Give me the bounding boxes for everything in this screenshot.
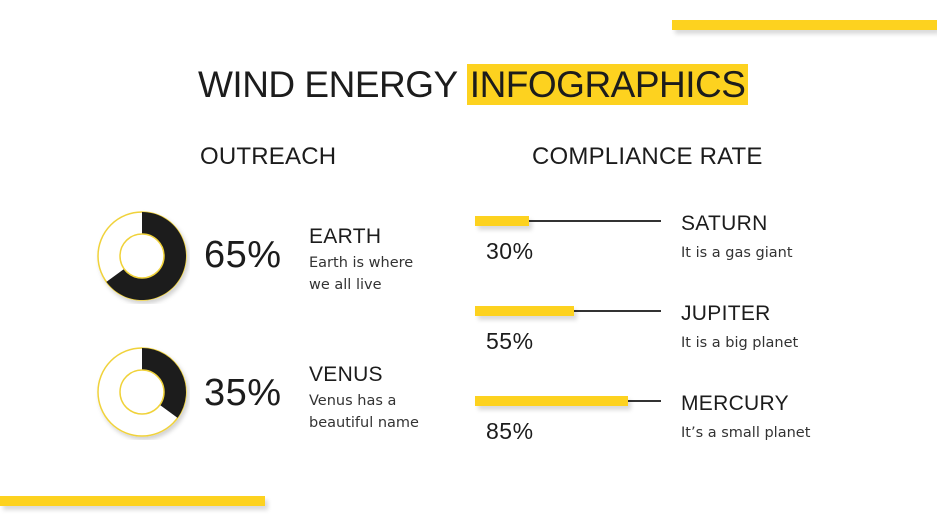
outreach-heading: OUTREACH xyxy=(200,143,337,170)
title-plain: WIND ENERGY xyxy=(198,64,467,105)
outreach-name-venus: VENUS xyxy=(309,363,383,386)
bar-fill-jupiter xyxy=(475,306,574,316)
outreach-desc-earth: Earth is where we all live xyxy=(309,252,413,296)
compliance-heading: COMPLIANCE RATE xyxy=(532,143,763,170)
desc-line: we all live xyxy=(309,277,382,293)
outreach-desc-venus: Venus has a beautiful name xyxy=(309,390,419,434)
donut-venus-svg xyxy=(97,347,187,437)
compliance-percent-saturn: 30% xyxy=(486,238,534,264)
bar-fill-saturn xyxy=(475,216,529,226)
title-highlight: INFOGRAPHICS xyxy=(466,64,749,105)
bar-track xyxy=(475,220,661,222)
compliance-desc-jupiter: It is a big planet xyxy=(681,335,799,351)
top-decor-bar xyxy=(672,20,937,30)
desc-line: Venus has a xyxy=(309,393,397,409)
desc-line: beautiful name xyxy=(309,415,419,431)
desc-line: Earth is where xyxy=(309,255,414,271)
compliance-percent-mercury: 85% xyxy=(486,418,534,444)
donut-chart-earth xyxy=(94,208,190,304)
bar-fill-mercury xyxy=(475,396,628,406)
compliance-percent-jupiter: 55% xyxy=(486,328,534,354)
compliance-desc-saturn: It is a gas giant xyxy=(681,245,793,261)
bottom-decor-bar xyxy=(0,496,265,506)
compliance-name-saturn: SATURN xyxy=(681,212,768,235)
donut-chart-venus xyxy=(94,344,190,440)
donut-earth-svg xyxy=(97,211,187,301)
compliance-name-mercury: MERCURY xyxy=(681,392,789,415)
compliance-name-jupiter: JUPITER xyxy=(681,302,771,325)
outreach-percent-venus: 35% xyxy=(204,372,282,414)
page-title: WIND ENERGY INFOGRAPHICS xyxy=(198,62,749,108)
outreach-name-earth: EARTH xyxy=(309,225,382,248)
outreach-percent-earth: 65% xyxy=(204,234,282,276)
compliance-desc-mercury: It’s a small planet xyxy=(681,425,811,441)
